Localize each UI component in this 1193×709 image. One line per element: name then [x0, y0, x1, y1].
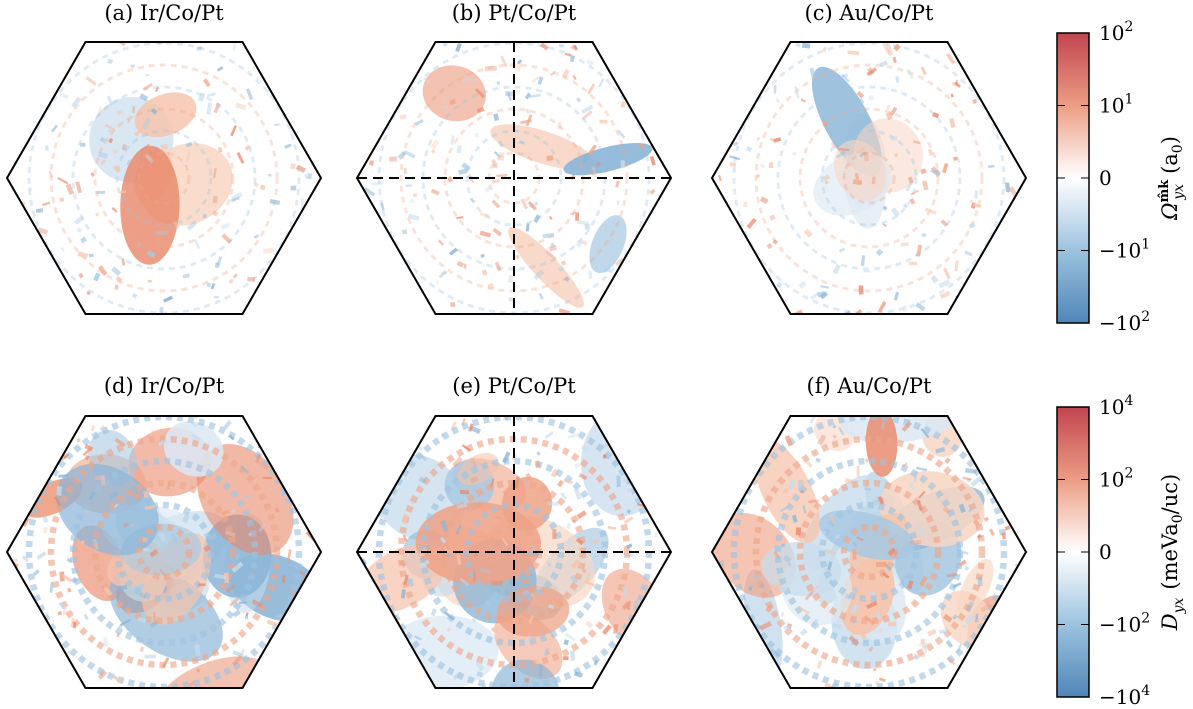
colorbar-tick-label: 102 — [1099, 466, 1133, 492]
colorbar-tick-label: −102 — [1099, 611, 1150, 637]
colorbar-tick-label: 0 — [1099, 166, 1112, 190]
colorbars-layer: 102 101 0 −101 −102 Ωm̂kyx(a0) 104 102 0 −102 −104… — [1056, 19, 1187, 709]
panel-5: (f) Au/Co/Pt — [710, 374, 1028, 689]
hexagon-outline — [5, 41, 323, 315]
panel-1: (b) Pt/Co/Pt — [355, 1, 673, 315]
hexagon-outline — [710, 415, 1028, 689]
hexagon-texture — [712, 42, 1026, 314]
colorbar-tick-label: −104 — [1099, 683, 1150, 709]
colorbar-tick-label: 102 — [1099, 19, 1133, 45]
panel-title: (a) Ir/Co/Pt — [104, 1, 224, 25]
colorbar-tick-label: 101 — [1099, 92, 1133, 118]
colorbar-0: 102 101 0 −101 −102 Ωm̂kyx(a0) — [1056, 19, 1187, 335]
panels-layer: (a) Ir/Co/Pt (b) Pt/Co/Pt (c) Au/Co/Pt (d) … — [5, 1, 1028, 689]
hexagon-outline — [710, 41, 1028, 315]
colorbar-label: Dyx(meVa0/uc) — [1158, 474, 1187, 631]
panel-title: (c) Au/Co/Pt — [805, 1, 935, 25]
panel-3: (d) Ir/Co/Pt — [5, 374, 323, 689]
panel-0: (a) Ir/Co/Pt — [5, 1, 323, 315]
panel-4: (e) Pt/Co/Pt — [355, 374, 673, 689]
hexagon-texture — [7, 42, 321, 314]
hexagon-texture — [712, 416, 1026, 688]
colorbar-tick-label: 104 — [1099, 393, 1133, 419]
colorbar-tick-label: −101 — [1099, 237, 1150, 263]
panel-title: (b) Pt/Co/Pt — [452, 1, 577, 25]
panel-title: (e) Pt/Co/Pt — [452, 374, 576, 398]
colorbar-label: Ωm̂kyx(a0) — [1157, 136, 1187, 221]
hexagon-texture — [7, 416, 321, 688]
colorbar-tick-label: −102 — [1099, 309, 1150, 335]
colorbar-1: 104 102 0 −102 −104 Dyx(meVa0/uc) — [1056, 393, 1187, 709]
panel-title: (f) Au/Co/Pt — [807, 374, 933, 398]
colorbar-tick-label: 0 — [1099, 540, 1112, 564]
hexagon-outline — [5, 415, 323, 689]
panel-2: (c) Au/Co/Pt — [710, 1, 1028, 315]
panel-title: (d) Ir/Co/Pt — [104, 374, 225, 398]
